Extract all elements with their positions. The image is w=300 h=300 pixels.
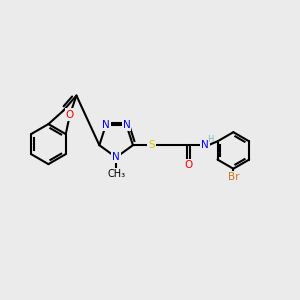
Text: S: S — [148, 140, 154, 150]
Text: N: N — [102, 120, 110, 130]
Text: N: N — [123, 120, 130, 130]
Text: O: O — [66, 110, 74, 119]
Text: CH₃: CH₃ — [107, 169, 125, 179]
Text: H: H — [207, 135, 213, 144]
Text: N: N — [112, 152, 120, 162]
Text: N: N — [202, 140, 209, 150]
Text: Br: Br — [228, 172, 239, 182]
Text: O: O — [184, 160, 192, 170]
